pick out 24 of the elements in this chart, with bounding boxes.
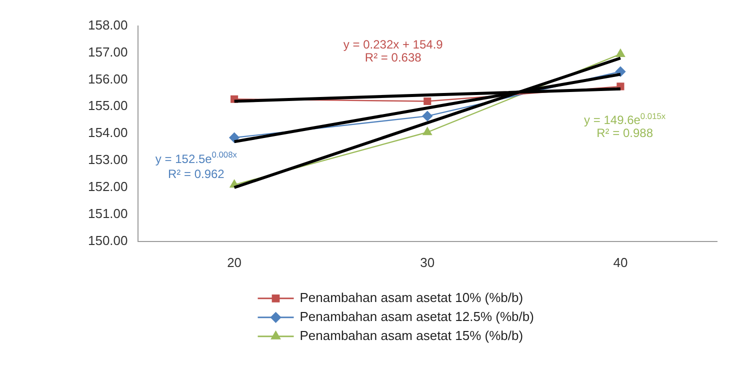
- point: [422, 127, 432, 136]
- y-tick-label: 155.00: [88, 98, 128, 114]
- x-tick-label: 20: [227, 254, 242, 270]
- y-tick-label: 157.00: [88, 44, 128, 60]
- point: [424, 97, 432, 106]
- annotation: R² = 0.962: [168, 166, 225, 181]
- annotation: R² = 0.988: [596, 126, 654, 140]
- y-tick-label: 151.00: [88, 206, 128, 222]
- annotation: R² = 0.638: [364, 50, 422, 64]
- y-tick-label: 156.00: [88, 71, 128, 86]
- y-tick-label: 154.00: [88, 125, 128, 140]
- point: [422, 110, 432, 122]
- point: [616, 49, 625, 57]
- legend-label: Penambahan asam asetat 10% (%b/b): [300, 290, 524, 305]
- annotation: y = 0.232x + 154.9: [343, 38, 444, 52]
- y-tick-label: 158.00: [88, 17, 128, 32]
- x-tick-label: 30: [420, 254, 435, 270]
- x-tick-label: 40: [613, 254, 628, 270]
- y-tick-label: 152.00: [88, 179, 128, 194]
- legend-label: Penambahan asam asetat 12.5% (%b/b): [300, 308, 534, 324]
- y-tick-label: 153.00: [88, 152, 128, 168]
- point: [229, 132, 240, 143]
- y-tick-label: 150.00: [88, 232, 128, 248]
- legend-label: Penambahan asam asetat 15% (%b/b): [300, 328, 524, 343]
